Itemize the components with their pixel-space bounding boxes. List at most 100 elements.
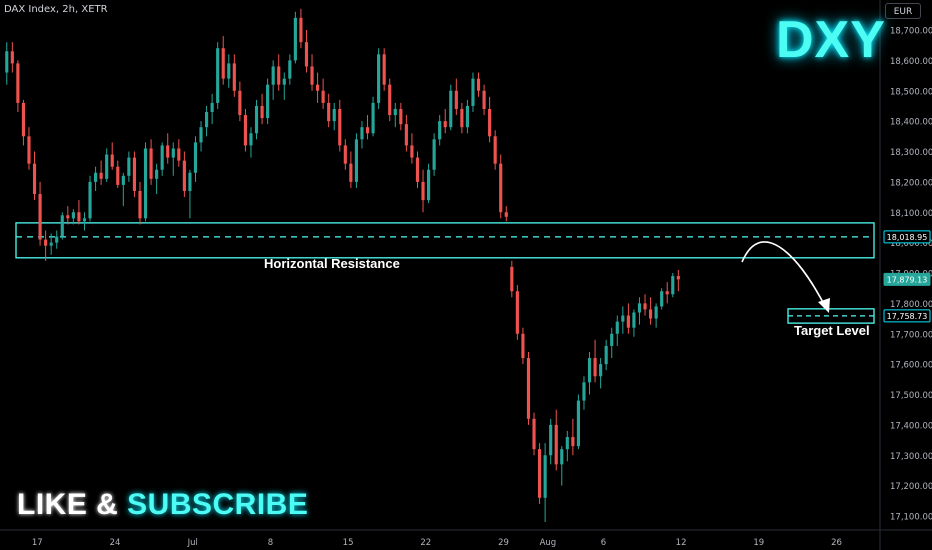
- candle-body: [349, 163, 353, 182]
- price-tag-label: 18,018.95: [887, 233, 928, 242]
- like-subscribe-banner: LIKE & SUBSCRIBE: [17, 488, 308, 522]
- candle-body: [404, 124, 408, 146]
- candle-body: [504, 212, 508, 217]
- price-tag-label: 17,758.73: [887, 312, 928, 321]
- candle-body: [649, 309, 653, 319]
- candle-body: [321, 90, 325, 103]
- candle-body: [399, 108, 403, 125]
- price-tag-label: 17,879.13: [887, 276, 928, 285]
- candle-body: [582, 382, 586, 401]
- x-tick-label: 15: [343, 538, 354, 548]
- candle-body: [410, 145, 414, 158]
- candle-body: [676, 276, 680, 280]
- candle-body: [377, 54, 381, 103]
- promo-like-text: LIKE &: [17, 488, 128, 521]
- candle-body: [238, 90, 242, 116]
- promo-subscribe-text: SUBSCRIBE: [127, 488, 309, 521]
- candle-body: [55, 236, 59, 243]
- candle-body: [615, 321, 619, 334]
- candle-body: [438, 121, 442, 140]
- y-tick-label: 17,200.00: [890, 482, 932, 492]
- candle-body: [571, 437, 575, 447]
- candle-body: [44, 239, 48, 246]
- candle-body: [332, 108, 336, 122]
- candle-body: [266, 84, 270, 119]
- candle-body: [371, 102, 375, 134]
- price-tag-last: [883, 272, 931, 286]
- candle-body: [443, 121, 447, 128]
- projection-arrow[interactable]: [741, 241, 827, 309]
- candle-body: [493, 136, 497, 164]
- candle-body: [521, 333, 525, 359]
- candle-body: [421, 181, 425, 201]
- currency-button[interactable]: EUR: [885, 3, 921, 19]
- candle-body: [554, 424, 558, 465]
- x-tick-label: 22: [420, 538, 431, 548]
- candle-body: [515, 291, 519, 334]
- candle-body: [21, 102, 25, 137]
- candle-body: [599, 364, 603, 377]
- candle-body: [249, 133, 253, 146]
- candle-body: [277, 66, 281, 85]
- candle-body: [232, 63, 236, 91]
- resistance-label: Horizontal Resistance: [264, 256, 400, 271]
- symbol-info: DAX Index, 2h, XETR: [4, 4, 108, 15]
- candle-body: [82, 218, 87, 222]
- candle-body: [10, 51, 14, 64]
- candle-body: [538, 449, 542, 498]
- resistance-zone[interactable]: [15, 222, 875, 259]
- candle-body: [293, 17, 297, 61]
- candle-body: [471, 78, 475, 106]
- candle-body: [499, 163, 503, 213]
- x-tick-label: 29: [498, 538, 509, 548]
- candle-body: [271, 66, 275, 85]
- candle-body: [560, 449, 564, 465]
- candle-body: [205, 112, 209, 128]
- x-tick-label: 12: [676, 538, 687, 548]
- candle-body: [304, 42, 309, 67]
- price-tag-target: [883, 309, 931, 323]
- x-tick-label: 19: [753, 538, 764, 548]
- candle-body: [94, 172, 98, 182]
- candle-body: [171, 148, 175, 158]
- x-tick-label: Jul: [187, 538, 198, 548]
- candle-body: [587, 358, 592, 383]
- candle-body: [660, 291, 664, 307]
- candle-body: [532, 418, 536, 450]
- candle-body: [526, 358, 531, 419]
- price-tag-level: [883, 230, 931, 244]
- candle-body: [338, 108, 342, 146]
- candle-body: [260, 105, 264, 119]
- candle-body: [604, 345, 608, 365]
- candle-body: [593, 358, 597, 377]
- x-tick-label: 26: [831, 538, 842, 548]
- candle-body: [654, 306, 658, 319]
- candle-body: [565, 437, 569, 450]
- y-tick-label: 17,300.00: [890, 452, 932, 462]
- candle-body: [166, 145, 170, 158]
- candle-body: [16, 63, 20, 103]
- candle-body: [621, 315, 625, 322]
- y-tick-label: 18,500.00: [890, 87, 932, 97]
- candle-body: [388, 84, 392, 116]
- candle-body: [193, 142, 198, 173]
- candle-body: [116, 166, 120, 185]
- candle-body: [354, 139, 358, 182]
- pair-title: DXY: [776, 11, 886, 69]
- candle-body: [310, 66, 314, 85]
- candle-body: [66, 215, 70, 219]
- candle-body: [182, 160, 186, 191]
- y-tick-label: 18,200.00: [890, 178, 932, 188]
- candle-body: [415, 157, 420, 182]
- candle-body: [454, 90, 458, 109]
- y-tick-label: 18,300.00: [890, 148, 932, 158]
- candle-body: [465, 105, 469, 128]
- x-tick-label: 6: [601, 538, 606, 548]
- y-tick-label: 18,100.00: [890, 209, 932, 219]
- candle-body: [149, 148, 153, 179]
- arrow-head-icon: [818, 298, 830, 313]
- candle-body: [243, 115, 247, 146]
- candle-body: [49, 242, 53, 246]
- candle-body: [610, 333, 614, 346]
